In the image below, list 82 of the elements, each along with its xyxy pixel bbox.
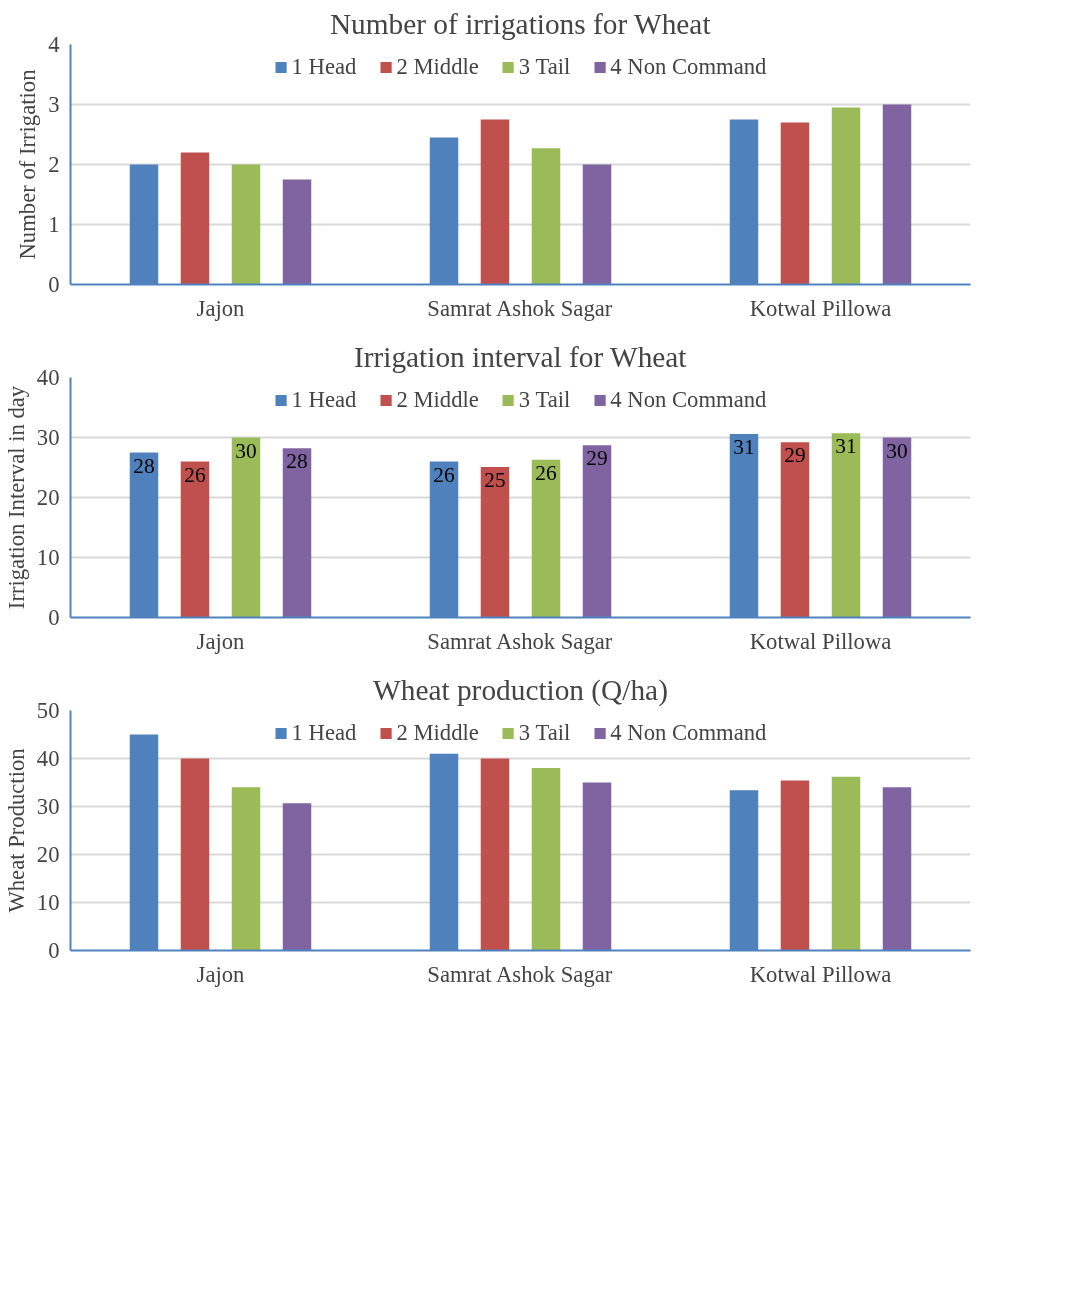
- x-tick-label: Jajon: [196, 295, 245, 321]
- y-axis-title: Wheat Production: [3, 748, 29, 913]
- legend-label: 1 Head: [291, 387, 357, 413]
- y-tick-label: 3: [48, 92, 60, 117]
- legend-label: 2 Middle: [396, 387, 479, 413]
- bar: [282, 448, 312, 618]
- data-label: 29: [586, 446, 608, 471]
- legend-label: 1 Head: [291, 720, 357, 746]
- y-tick-label: 20: [36, 485, 60, 510]
- chart-title: Wheat production (Q/ha): [373, 673, 668, 707]
- bar: [780, 122, 810, 285]
- y-tick-label: 1: [48, 212, 60, 237]
- bar: [480, 758, 510, 951]
- data-label: 28: [133, 453, 155, 478]
- x-tick-label: Kotwal Pillowa: [749, 961, 892, 987]
- data-label: 29: [784, 443, 806, 468]
- x-tick-label: Samrat Ashok Sagar: [427, 628, 613, 654]
- y-tick-label: 40: [36, 365, 60, 390]
- bar: [231, 164, 261, 285]
- bar: [480, 466, 510, 618]
- y-tick-label: 40: [36, 746, 60, 771]
- x-tick-label: Jajon: [196, 628, 245, 654]
- data-label: 31: [835, 434, 857, 459]
- data-label: 26: [535, 460, 557, 485]
- bar: [882, 787, 912, 951]
- legend-label: 4 Non Command: [610, 720, 767, 746]
- data-label: 31: [733, 434, 755, 459]
- data-label: 30: [235, 438, 257, 463]
- bar: [831, 433, 861, 618]
- y-tick-label: 10: [36, 545, 60, 570]
- legend-label: 2 Middle: [396, 54, 479, 80]
- bar: [882, 437, 912, 618]
- bar: [582, 782, 612, 951]
- y-tick-label: 10: [36, 890, 60, 915]
- data-label: 25: [484, 467, 506, 492]
- y-tick-label: 30: [36, 425, 60, 450]
- chart-title: Irrigation interval for Wheat: [353, 340, 687, 373]
- chart-title: Number of irrigations for Wheat: [329, 7, 711, 40]
- legend-label: 1 Head: [291, 54, 357, 80]
- legend-label: 2 Middle: [396, 720, 479, 746]
- bar: [582, 164, 612, 285]
- data-label: 28: [286, 449, 308, 474]
- y-tick-label: 50: [36, 698, 60, 723]
- legend-label: 4 Non Command: [610, 387, 767, 413]
- bar: [231, 437, 261, 618]
- legend-label: 3 Tail: [518, 54, 571, 80]
- y-axis-title: Irrigation Interval in day: [3, 385, 29, 610]
- bar: [180, 461, 210, 618]
- legend-label: 4 Non Command: [610, 54, 767, 80]
- x-tick-label: Kotwal Pillowa: [749, 295, 892, 321]
- x-tick-label: Jajon: [196, 961, 245, 987]
- bar: [282, 803, 312, 951]
- bar: [882, 104, 912, 285]
- bar: [831, 107, 861, 285]
- bar: [531, 148, 561, 285]
- y-tick-label: 0: [48, 605, 60, 630]
- bar: [180, 152, 210, 285]
- x-tick-label: Samrat Ashok Sagar: [427, 961, 613, 987]
- bar: [231, 787, 261, 951]
- legend-label: 3 Tail: [518, 720, 571, 746]
- y-tick-label: 4: [48, 32, 60, 57]
- bar: [582, 445, 612, 618]
- y-tick-label: 20: [36, 842, 60, 867]
- bar: [480, 119, 510, 285]
- legend-label: 3 Tail: [518, 387, 571, 413]
- data-label: 26: [433, 462, 455, 487]
- bar: [780, 780, 810, 951]
- x-tick-label: Kotwal Pillowa: [749, 628, 892, 654]
- data-label: 26: [184, 462, 206, 487]
- x-tick-label: Samrat Ashok Sagar: [427, 295, 613, 321]
- y-tick-label: 0: [48, 272, 60, 297]
- bar: [531, 768, 561, 951]
- y-axis-title: Number of Irrigation: [15, 69, 41, 260]
- bar: [180, 758, 210, 951]
- y-tick-label: 0: [48, 938, 60, 963]
- bar: [831, 776, 861, 951]
- bar: [282, 179, 312, 285]
- data-label: 30: [886, 438, 908, 463]
- bar: [531, 459, 561, 618]
- y-tick-label: 30: [36, 794, 60, 819]
- bar: [780, 442, 810, 618]
- y-tick-label: 2: [48, 152, 60, 177]
